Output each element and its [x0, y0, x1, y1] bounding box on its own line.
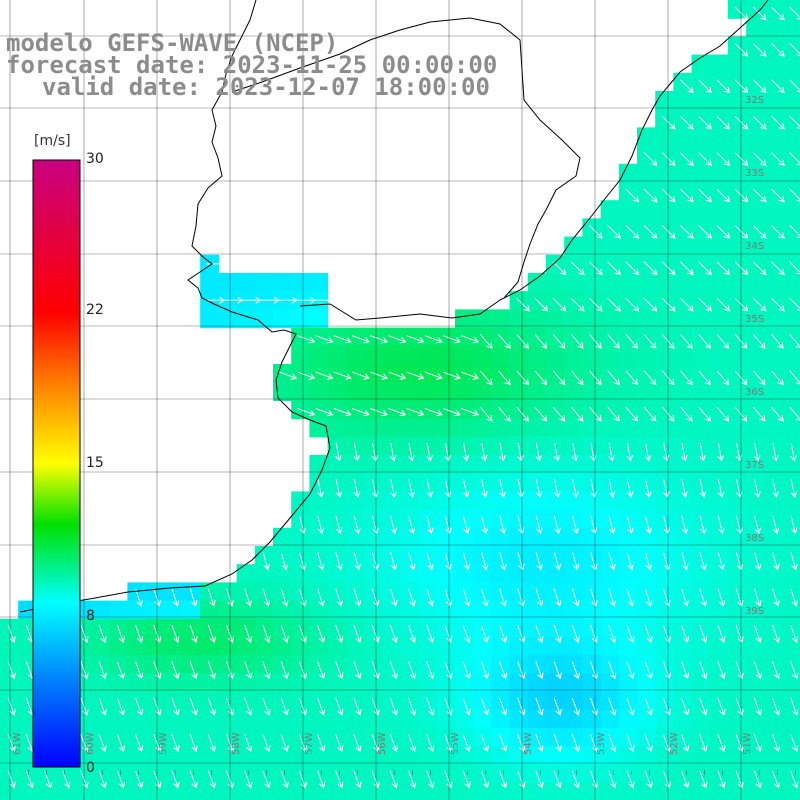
map-title-valid-date: valid date: 2023-12-07 18:00:00 [42, 73, 490, 101]
lat-label: 35S [745, 314, 764, 325]
lat-label: 37S [745, 460, 764, 471]
lat-label: 39S [745, 606, 764, 617]
lon-label: 59W [158, 732, 169, 755]
colorbar [32, 159, 81, 768]
lon-label: 53W [596, 732, 607, 755]
lon-label: 58W [231, 732, 242, 755]
colorbar-tick-0: 0 [86, 760, 95, 776]
lat-label: 36S [745, 387, 764, 398]
lat-label: 38S [745, 533, 764, 544]
lon-label: 51W [742, 732, 753, 755]
colorbar-tick-15: 15 [86, 455, 104, 471]
map-title-forecast-date: forecast date: 2023-11-25 00:00:00 [6, 51, 498, 79]
lon-label: 61W [12, 732, 23, 755]
lat-label: 32S [745, 95, 764, 106]
colorbar-tick-8: 8 [86, 608, 95, 624]
colorbar-unit: [m/s] [34, 133, 71, 149]
lon-label: 55W [450, 732, 461, 755]
colorbar-tick-22: 22 [86, 302, 104, 318]
lon-label: 54W [523, 732, 534, 755]
lon-label: 57W [304, 732, 315, 755]
colorbar-tick-30: 30 [86, 151, 104, 167]
lon-label: 52W [669, 732, 680, 755]
lat-label: 33S [745, 168, 764, 179]
lon-label: 60W [85, 732, 96, 755]
lon-label: 56W [377, 732, 388, 755]
border-line [231, 17, 581, 299]
coastline-river-plate-north [299, 0, 769, 321]
wind-arrows [7, 6, 800, 789]
lat-label: 34S [745, 241, 764, 252]
coastline [19, 0, 331, 613]
map-title-model: modelo GEFS-WAVE (NCEP) [6, 29, 339, 57]
